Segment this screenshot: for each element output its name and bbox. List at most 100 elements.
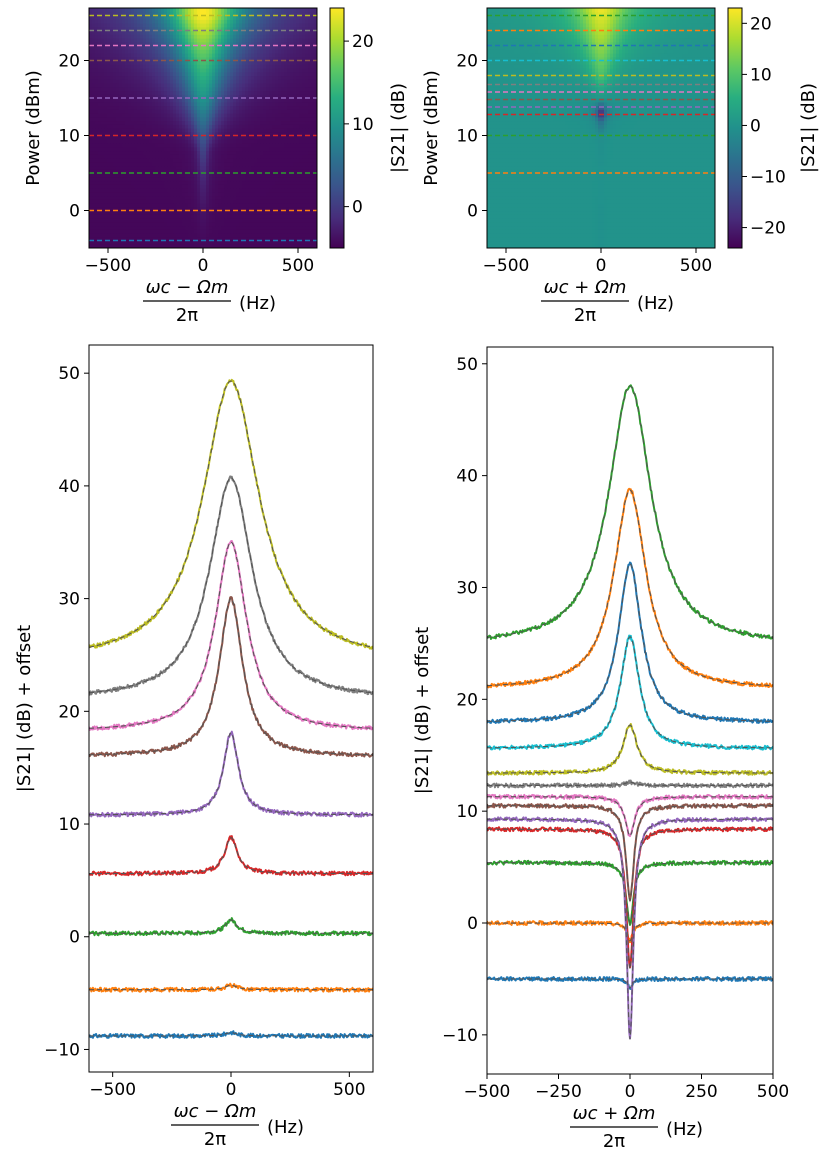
- heatmap-cell: [131, 41, 135, 47]
- heatmap-cell: [272, 195, 276, 200]
- heatmap-cell: [185, 75, 189, 80]
- heatmap-cell: [203, 154, 207, 159]
- heatmap-cell: [308, 225, 312, 230]
- heatmap-cell: [233, 19, 237, 24]
- heatmap-cell: [203, 26, 207, 32]
- heatmap-cell: [251, 199, 255, 204]
- heatmap-cell: [227, 169, 231, 174]
- heatmap-cell: [131, 195, 135, 200]
- heatmap-cell: [131, 11, 135, 17]
- heatmap-cell: [296, 184, 300, 189]
- heatmap-cell: [170, 199, 174, 204]
- heatmap-cell: [296, 146, 300, 152]
- heatmap-cell: [134, 158, 138, 163]
- heatmap-cell: [242, 105, 246, 110]
- heatmap-cell: [308, 173, 312, 178]
- heatmap-cell: [167, 15, 171, 20]
- heatmap-cell: [179, 49, 183, 54]
- heatmap-cell: [260, 240, 264, 245]
- heatmap-cell: [110, 120, 114, 125]
- heatmap-cell: [242, 191, 246, 197]
- heatmap-cell: [122, 109, 126, 114]
- heatmap-cell: [284, 23, 288, 28]
- heatmap-cell: [299, 135, 303, 140]
- heatmap-cell: [293, 113, 297, 118]
- heatmap-cell: [191, 199, 195, 204]
- heatmap-cell: [218, 158, 222, 163]
- heatmap-cell: [296, 64, 300, 69]
- heatmap-cell: [278, 60, 282, 65]
- heatmap-cell: [125, 128, 129, 133]
- heatmap-cell: [224, 203, 228, 208]
- heatmap-cell: [113, 11, 117, 17]
- heatmap-cell: [287, 98, 291, 103]
- heatmap-cell: [146, 180, 150, 185]
- heatmap-cell: [137, 38, 141, 43]
- heatmap-cell: [146, 124, 150, 129]
- heatmap-cell: [137, 8, 141, 13]
- heatmap-cell: [122, 45, 126, 50]
- heatmap-cell: [173, 206, 177, 212]
- heatmap-cell: [191, 60, 195, 65]
- heatmap-cell: [152, 15, 156, 20]
- heatmap-cell: [242, 41, 246, 47]
- heatmap-cell: [92, 30, 96, 35]
- heatmap-cell: [107, 56, 111, 62]
- heatmap-cell: [128, 113, 132, 118]
- heatmap-cell: [218, 79, 222, 84]
- heatmap-cell: [191, 53, 195, 58]
- heatmap-cell: [125, 56, 129, 62]
- heatmap-cell: [218, 15, 222, 20]
- heatmap-cell: [266, 109, 270, 114]
- heatmap-cell: [101, 176, 105, 182]
- heatmap-cell: [206, 191, 210, 197]
- heatmap-cell: [308, 30, 312, 35]
- heatmap-cell: [236, 158, 240, 163]
- heatmap-cell: [275, 199, 279, 204]
- heatmap-cell: [131, 244, 135, 248]
- heatmap-cell: [137, 139, 141, 144]
- heatmap-cell: [116, 49, 120, 54]
- heatmap-cell: [296, 173, 300, 178]
- heatmap-cell: [248, 180, 252, 185]
- heatmap-cell: [152, 191, 156, 197]
- heatmap-cell: [245, 128, 249, 133]
- heatmap-cell: [251, 23, 255, 28]
- heatmap-cell: [239, 116, 243, 122]
- heatmap-cell: [305, 188, 309, 193]
- heatmap-cell: [92, 45, 96, 50]
- heatmap-cell: [134, 146, 138, 152]
- heatmap-cell: [158, 79, 162, 84]
- heatmap-cell: [122, 38, 126, 43]
- heatmap-cell: [146, 23, 150, 28]
- heatmap-cell: [251, 116, 255, 122]
- heatmap-cell: [101, 94, 105, 99]
- heatmap-cell: [239, 94, 243, 99]
- heatmap-cell: [149, 158, 153, 163]
- heatmap-cell: [311, 165, 315, 170]
- heatmap-cell: [245, 86, 249, 92]
- heatmap-cell: [89, 158, 93, 163]
- heatmap-cell: [155, 214, 159, 219]
- heatmap-cell: [119, 11, 123, 17]
- heatmap-cell: [89, 83, 93, 88]
- heatmap-cell: [203, 45, 207, 50]
- heatmap-cell: [137, 94, 141, 99]
- heatmap-cell: [682, 244, 686, 248]
- heatmap-cell: [224, 199, 228, 204]
- heatmap-cell: [215, 75, 219, 80]
- heatmap-cell: [308, 34, 312, 39]
- heatmap-cell: [272, 210, 276, 215]
- heatmap-cell: [119, 184, 123, 189]
- heatmap-cell: [155, 34, 159, 39]
- heatmap-cell: [179, 45, 183, 50]
- heatmap-cell: [92, 68, 96, 73]
- heatmap-cell: [290, 120, 294, 125]
- heatmap-cell: [182, 105, 186, 110]
- heatmap-cell: [275, 90, 279, 95]
- heatmap-cell: [167, 34, 171, 39]
- heatmap-cell: [176, 64, 180, 69]
- heatmap-cell: [140, 68, 144, 73]
- heatmap-cell: [167, 23, 171, 28]
- heatmap-cell: [209, 19, 213, 24]
